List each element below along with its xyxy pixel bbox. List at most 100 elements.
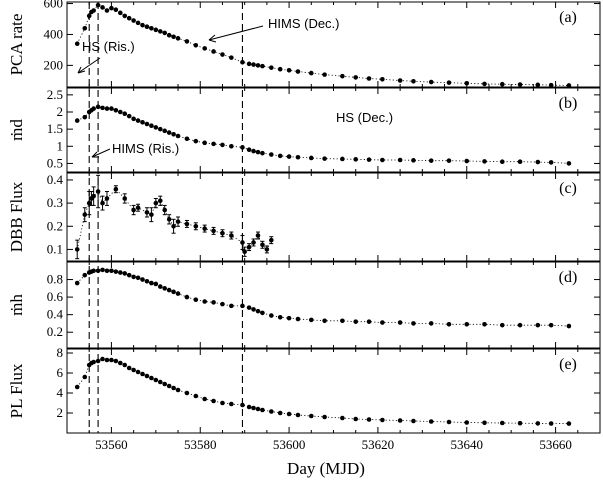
data-point (162, 207, 168, 213)
x-tick-label: 53660 (539, 437, 572, 452)
data-point (229, 233, 234, 238)
y-tick-label: 0.8 (47, 272, 63, 287)
panel-1: 0.5 1 1.5 2 2.5 ṁd (b) (7, 87, 601, 173)
data-point (131, 274, 136, 280)
data-point (428, 321, 434, 326)
data-point (166, 287, 172, 293)
data-point (109, 268, 114, 274)
data-point (135, 369, 141, 375)
panel-label: (c) (559, 180, 577, 197)
data-point (229, 55, 234, 60)
data-point (135, 20, 141, 26)
data-point (131, 18, 136, 23)
data-point (157, 379, 163, 385)
data-point (251, 307, 256, 312)
y-axis-label: PL Flux (7, 363, 26, 418)
data-point (100, 356, 105, 362)
data-point (428, 158, 434, 163)
data-point (277, 410, 283, 416)
data-point (499, 81, 505, 87)
data-point (397, 320, 403, 325)
data-point (95, 358, 101, 364)
data-point (202, 140, 207, 146)
panel-2: 0.1 0.2 0.3 0.4 DBB Flux (c) (7, 172, 601, 262)
panel-frame (66, 87, 601, 173)
y-tick-label: 2 (57, 104, 64, 119)
data-point (144, 373, 150, 379)
y-tick-label: 0.6 (47, 289, 64, 304)
data-point (166, 217, 172, 222)
panel-4: 2 4 6 8 PL Flux (e) (7, 345, 601, 434)
data-point (122, 196, 128, 201)
data-point (113, 186, 119, 192)
data-point (277, 66, 283, 72)
data-point (295, 69, 301, 74)
y-tick-label: 200 (44, 57, 64, 72)
data-point (366, 417, 372, 422)
data-point (220, 400, 225, 406)
data-point (91, 8, 96, 13)
data-point (184, 136, 190, 142)
data-point (175, 133, 181, 139)
y-axis-label: DBB Flux (7, 181, 26, 252)
data-point (566, 161, 572, 166)
data-point (140, 371, 145, 377)
y-tick-label: 0.4 (47, 172, 64, 187)
arrow-head (77, 66, 86, 74)
data-point (240, 402, 245, 408)
data-point (269, 152, 274, 157)
data-point (322, 414, 327, 420)
data-point (153, 281, 159, 287)
data-point (366, 76, 372, 81)
data-point (251, 148, 256, 154)
annotation-hims-declining: HIMS (Dec.) (268, 16, 340, 31)
data-point (308, 413, 314, 419)
data-point (91, 359, 96, 365)
data-point (535, 159, 541, 165)
data-point (126, 113, 132, 119)
data-point (149, 212, 154, 217)
data-point (397, 78, 403, 83)
data-point (548, 160, 554, 165)
data-point (242, 249, 247, 255)
data-point (220, 142, 225, 148)
data-point (366, 157, 372, 162)
x-tick-label: 53580 (184, 437, 217, 452)
data-point (149, 25, 154, 31)
data-point (397, 418, 403, 423)
data-point (126, 272, 132, 278)
data-point (113, 7, 119, 13)
data-point (246, 244, 252, 250)
data-point (131, 207, 136, 213)
data-point (104, 268, 110, 274)
data-point (157, 29, 163, 34)
data-point (193, 393, 199, 399)
data-point (126, 365, 132, 371)
data-point (246, 404, 252, 410)
y-tick-label: 0.1 (47, 241, 63, 256)
panel-label: (d) (559, 269, 578, 286)
data-point (211, 300, 216, 305)
data-point (166, 32, 172, 38)
data-point (118, 360, 123, 366)
data-point (499, 322, 505, 328)
data-point (162, 286, 168, 291)
data-point (295, 412, 301, 418)
data-point (277, 314, 283, 320)
data-point (353, 416, 359, 422)
arrow-hims-declining (208, 25, 264, 41)
annotation-hs-rising: HS (Ris.) (82, 39, 135, 54)
data-point (175, 36, 181, 41)
data-point (411, 158, 416, 163)
y-tick-label: 0.2 (47, 324, 63, 339)
data-point (202, 299, 207, 304)
y-tick-label: 1.5 (47, 121, 63, 136)
data-point (246, 147, 252, 153)
data-point (255, 308, 261, 314)
data-point (277, 153, 283, 159)
y-tick-label: 2.5 (47, 87, 63, 102)
data-point (91, 268, 96, 274)
data-point (184, 221, 190, 227)
data-point (144, 279, 150, 284)
